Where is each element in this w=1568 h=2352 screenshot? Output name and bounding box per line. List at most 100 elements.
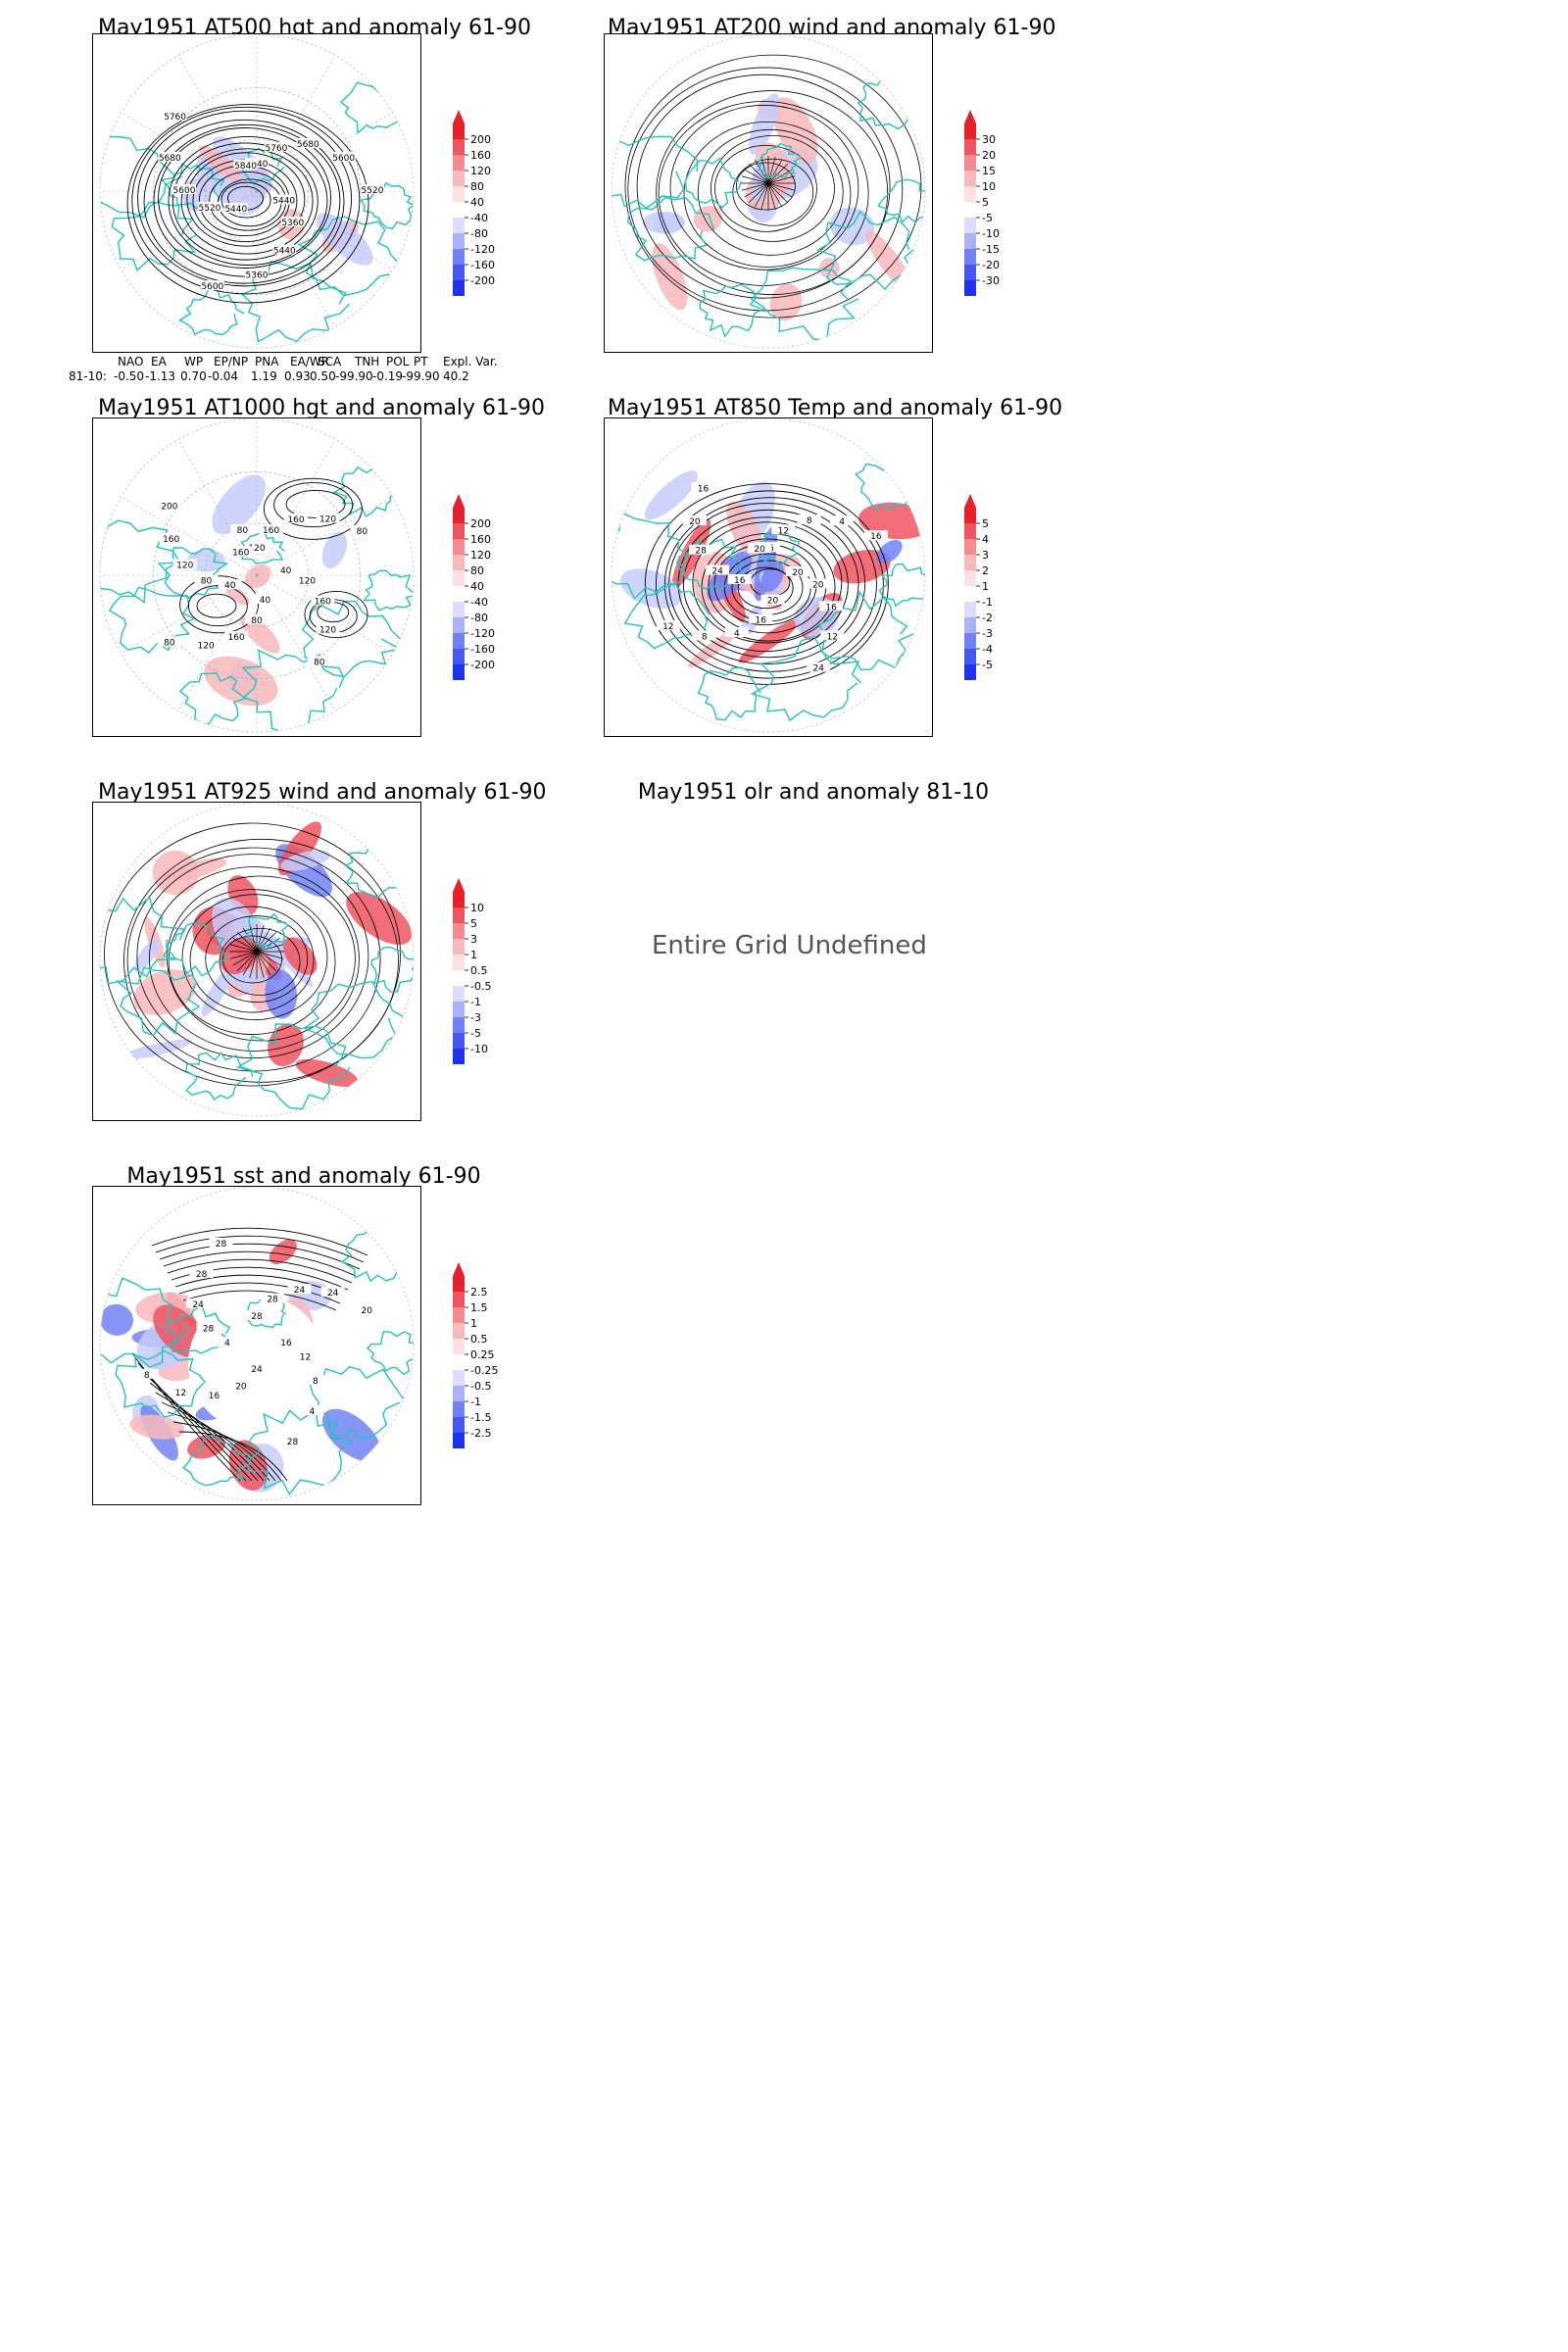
contour-label: 160 (163, 535, 179, 545)
streamline (767, 182, 783, 208)
colorbar-segment (453, 139, 465, 155)
contour-label-bg (355, 1304, 379, 1315)
contour-label-bg (361, 184, 384, 194)
colorbar-segment (453, 1002, 465, 1017)
contour-label: 20 (792, 568, 804, 578)
contour-label: 40 (280, 566, 292, 576)
contour-line (285, 490, 346, 518)
map-850temp: 16128416202016122420164812162428201620 (604, 417, 933, 737)
contour-label-bg (172, 559, 197, 569)
colorbar-label: -1 (470, 996, 481, 1008)
colorbar-segment (453, 923, 465, 939)
streamline (748, 182, 769, 204)
coastline (699, 283, 764, 338)
anomaly-shading (876, 539, 903, 564)
colorbar-segment (453, 186, 465, 202)
colorbar-segment (453, 1276, 465, 1292)
streamline (735, 162, 796, 211)
contour-label: 80 (164, 639, 175, 649)
coastline (100, 135, 183, 219)
anomaly-shading (201, 965, 234, 1017)
colorbar-segment (453, 1386, 465, 1401)
contour-label: 5840 (234, 162, 257, 172)
contour-label: 20 (812, 580, 824, 590)
colorbar-label: 0.5 (470, 964, 488, 977)
streamline (754, 159, 769, 184)
colorbar-label: 200 (470, 133, 491, 146)
contour-line (137, 1362, 247, 1482)
colorbar-label: 0.5 (470, 1333, 488, 1346)
contour-line (163, 1250, 357, 1277)
teleconnection-value: -0.19 (372, 369, 404, 383)
contour-label-bg (273, 564, 298, 575)
contour-label: 8 (313, 1377, 318, 1387)
colorbar-label: -0.25 (470, 1364, 498, 1377)
streamline (767, 163, 789, 184)
contour-line (143, 119, 345, 284)
anomaly-shading (152, 851, 199, 896)
contour-label: 4 (224, 1339, 230, 1348)
contour-label: 16 (698, 484, 710, 494)
streamline (256, 951, 265, 979)
contour-label: 12 (827, 632, 838, 642)
colorbar-label: 10 (470, 902, 484, 914)
colorbar-segment (453, 664, 465, 680)
contour-label: 80 (314, 658, 325, 667)
meridian-line (256, 496, 393, 576)
contour-line (196, 593, 237, 618)
teleconnection-header: WP (184, 355, 204, 368)
streamline (123, 838, 399, 1083)
contour-label-bg (228, 1380, 253, 1391)
anomaly-shading (316, 213, 373, 266)
title-1000hgt: May1951 AT1000 hgt and anomaly 61-90 (98, 396, 545, 420)
colorbar-segment (453, 202, 465, 218)
colorbar-segment (964, 649, 976, 664)
streamline (104, 822, 401, 1087)
streamline (697, 128, 844, 256)
coastline (750, 636, 862, 722)
contour-label: 28 (287, 1438, 299, 1447)
coastline (178, 671, 248, 725)
teleconnection-value: -99.90 (402, 369, 440, 383)
contour-label-bg (272, 244, 297, 255)
contour-label: 28 (196, 1270, 208, 1280)
teleconnection-value: 40.2 (443, 369, 469, 383)
contour-label: 16 (825, 603, 837, 612)
contour-label: 12 (662, 622, 673, 632)
colorbar-label: -80 (470, 227, 488, 240)
colorbar-segment (964, 539, 976, 555)
contour-label-bg (316, 513, 340, 523)
colorbar-segment (453, 123, 465, 139)
colorbar-label: -0.5 (470, 1380, 491, 1393)
coastline (100, 519, 182, 604)
colorbar-segment (964, 664, 976, 680)
colorbar-segment (964, 633, 976, 649)
meridian-line (121, 496, 258, 576)
colorbar-segment (964, 186, 976, 202)
coastline (363, 569, 414, 612)
colorbar-label: -2 (982, 612, 993, 624)
contour-label: 16 (734, 576, 746, 586)
streamline (256, 944, 284, 953)
colorbar-label: 40 (470, 196, 484, 209)
colorbar-segment (964, 523, 976, 539)
colorbar-500hgt: 200 160 120 80 40 -40 -80 -120 -160 -200 (453, 110, 495, 296)
streamline (714, 145, 817, 232)
map-boundary (99, 418, 415, 733)
contour-label: 80 (237, 526, 249, 536)
anomaly-shading (204, 656, 278, 707)
coastline (697, 666, 761, 721)
colorbar-segment (453, 1433, 465, 1448)
contour-line (179, 575, 260, 634)
teleconnection-header: EA (151, 355, 167, 368)
colorbar-label: -5 (470, 1027, 481, 1040)
streamline (669, 104, 859, 270)
contour-label-bg (157, 500, 181, 511)
streamline (232, 937, 258, 953)
colorbar-label: -1.5 (470, 1411, 491, 1424)
coastline (111, 201, 197, 272)
contour-label-bg (245, 542, 269, 552)
streamline (181, 894, 328, 1021)
map-boundary (99, 1187, 415, 1501)
contour-line (692, 521, 843, 644)
